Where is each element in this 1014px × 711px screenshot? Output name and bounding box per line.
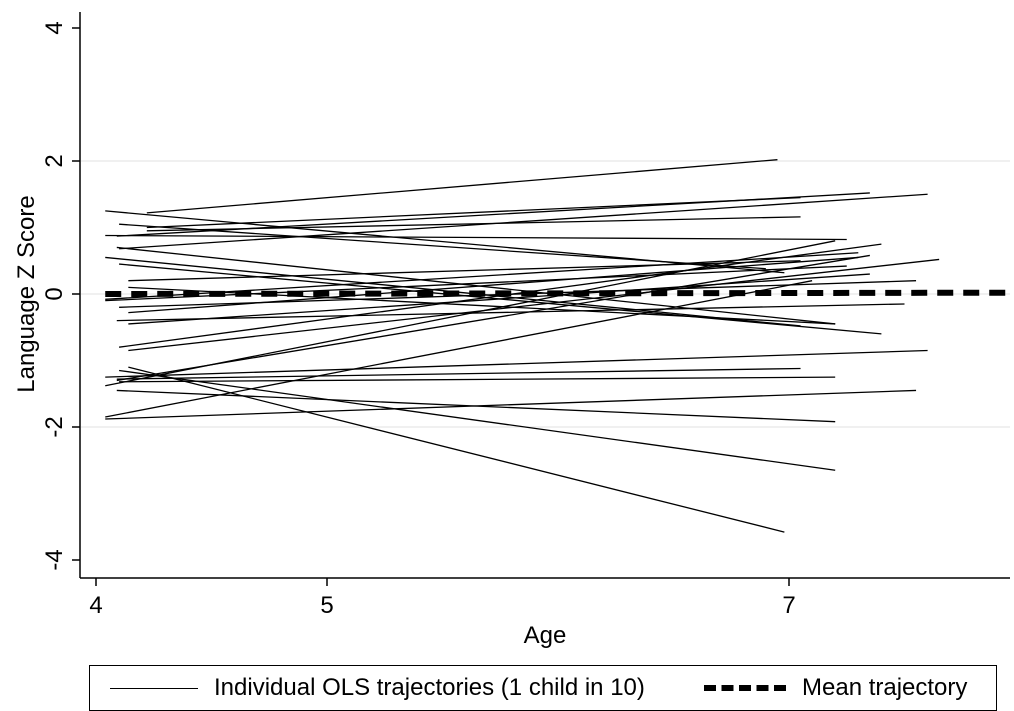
trajectory-line	[105, 389, 917, 420]
trajectory-line	[128, 258, 940, 352]
trajectory-line	[146, 216, 801, 232]
trajectory-line	[119, 376, 836, 383]
trajectory-line	[146, 196, 801, 229]
legend-item-mean: Mean trajectory	[704, 666, 967, 710]
trajectory-line	[116, 254, 870, 382]
trajectory-line	[128, 273, 870, 325]
x-tick-label: 7	[782, 592, 795, 619]
trajectory-line	[119, 369, 836, 471]
x-tick-label: 5	[320, 592, 333, 619]
series-lines	[105, 159, 1014, 533]
trajectory-line	[105, 280, 813, 418]
trajectory-line	[116, 367, 801, 380]
y-tick-label: -4	[41, 549, 68, 570]
trajectory-line	[119, 223, 766, 270]
legend: Individual OLS trajectories (1 child in …	[89, 665, 997, 711]
y-tick-label: 4	[41, 21, 68, 34]
legend-item-individual: Individual OLS trajectories (1 child in …	[110, 666, 645, 710]
line-chart: -4 -2 0 2 4 4 5 7 Age Language Z Score	[13, 12, 1014, 649]
trajectory-line	[128, 366, 785, 533]
legend-swatch-dashed	[704, 685, 786, 691]
axes	[79, 12, 1010, 579]
mean-trajectory-line	[105, 289, 1014, 297]
x-tick-label: 4	[89, 592, 102, 619]
legend-label-individual: Individual OLS trajectories (1 child in …	[214, 674, 645, 701]
trajectory-line	[105, 265, 847, 302]
legend-label-mean: Mean trajectory	[802, 674, 968, 701]
y-tick-label: 0	[41, 287, 68, 300]
x-axis-title: Age	[524, 622, 567, 649]
trajectory-line	[128, 256, 859, 314]
trajectory-line	[105, 234, 847, 241]
y-tick-label: 2	[41, 154, 68, 167]
ticks: -4 -2 0 2 4 4 5 7	[41, 21, 796, 619]
trajectory-line	[116, 389, 836, 423]
y-axis-title: Language Z Score	[13, 195, 40, 392]
trajectory-line	[105, 349, 928, 378]
trajectory-line	[146, 159, 778, 214]
trajectory-line	[128, 260, 801, 282]
legend-swatch-solid	[110, 687, 198, 689]
trajectory-line	[119, 193, 928, 250]
trajectory-line	[116, 303, 905, 322]
y-tick-label: -2	[41, 416, 68, 437]
